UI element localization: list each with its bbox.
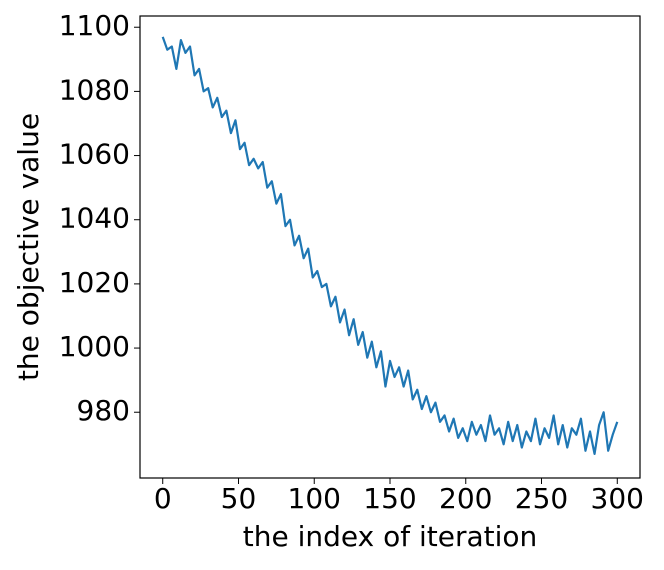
y-tick-label: 1060 [59,138,130,171]
y-tick-label: 1080 [59,73,130,106]
y-tick-label: 1020 [59,266,130,299]
x-tick-label: 0 [154,482,172,515]
x-axis-label: the index of iteration [243,520,538,553]
x-tick-label: 250 [515,482,568,515]
x-tick-label: 300 [591,482,644,515]
y-tick-label: 1040 [59,202,130,235]
y-axis-label: the objective value [12,113,45,381]
y-tick-label: 1000 [59,330,130,363]
plot-frame [139,15,641,479]
x-tick-label: 200 [439,482,492,515]
x-tick-label: 100 [288,482,341,515]
y-tick-label: 1100 [59,9,130,42]
data-line [161,36,619,456]
x-tick-label: 150 [363,482,416,515]
x-tick-label: 50 [221,482,257,515]
y-tick-label: 980 [77,394,130,427]
